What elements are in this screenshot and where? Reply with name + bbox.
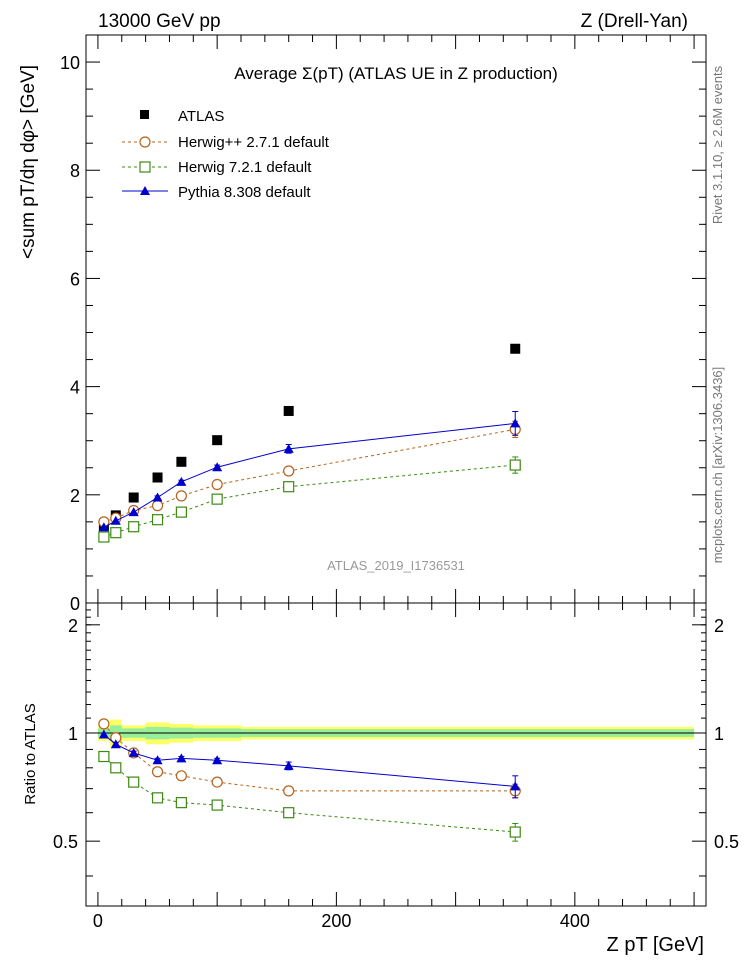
ratio-y-axis-label: Ratio to ATLAS xyxy=(22,703,39,804)
legend-label-herwigpp: Herwig++ 2.7.1 default xyxy=(178,134,330,151)
ratio-data-point xyxy=(283,760,294,770)
main-data-point xyxy=(98,522,109,532)
ratio-data-point xyxy=(128,776,140,788)
ratio-data-point xyxy=(212,755,223,765)
ratio-data-point xyxy=(211,776,223,788)
legend-marker-herwig7 xyxy=(139,161,151,173)
main-data-point xyxy=(212,435,223,446)
main-data-point xyxy=(110,515,121,525)
ratio-y-tick-label: 0.5 xyxy=(714,832,739,852)
main-data-point xyxy=(283,405,294,416)
main-data-point xyxy=(128,507,139,517)
main-data-point xyxy=(175,490,187,502)
ratio-data-point xyxy=(283,807,295,819)
main-data-point xyxy=(283,443,294,453)
ratio-data-point xyxy=(211,799,223,811)
ratio-y-tick-label: 1 xyxy=(714,724,724,744)
ratio-plot-frame xyxy=(85,602,707,907)
main-data-point xyxy=(152,472,163,483)
ratio-data-point xyxy=(110,762,122,774)
main-data-point xyxy=(128,521,140,533)
legend-label-pythia: Pythia 8.308 default xyxy=(178,184,311,201)
rivet-label: Rivet 3.1.10, ≥ 2.6M events xyxy=(710,65,725,224)
main-data-point xyxy=(283,465,295,477)
legend-label-herwig7: Herwig 7.2.1 default xyxy=(178,159,312,176)
ratio-data-point xyxy=(509,826,521,838)
ratio-series-1 xyxy=(98,750,521,842)
main-data-point xyxy=(152,492,163,502)
ratio-data-point xyxy=(176,753,187,763)
main-y-axis-label: <sum pT/dη dφ> [GeV] xyxy=(18,65,39,259)
main-data-point xyxy=(509,459,521,471)
main-data-point xyxy=(176,456,187,467)
ratio-data-point xyxy=(175,797,187,809)
ratio-y-tick-label: 0.5 xyxy=(53,832,78,852)
main-data-point xyxy=(176,476,187,486)
legend-label-atlas: ATLAS xyxy=(178,108,224,125)
main-data-point xyxy=(98,531,110,543)
main-data-point xyxy=(128,492,139,503)
header-right: Z (Drell-Yan) xyxy=(581,11,688,32)
ratio-uncertainty-bands xyxy=(97,719,695,748)
ratio-series-line xyxy=(103,723,516,792)
legend-marker-pythia xyxy=(140,186,150,195)
ratio-data-point xyxy=(283,785,295,797)
ratio-y-tick-label: 1 xyxy=(68,724,78,744)
main-data-point xyxy=(211,493,223,505)
main-data-point xyxy=(212,462,223,472)
legend-marker-herwigpp xyxy=(139,136,151,148)
main-data-point xyxy=(151,500,164,512)
main-data-point xyxy=(510,418,521,428)
ratio-data-point xyxy=(98,750,110,763)
main-y-tick-label: 0 xyxy=(70,594,80,614)
main-y-tick-label: 6 xyxy=(70,269,80,289)
main-data-point xyxy=(283,481,295,493)
ratio-series-0 xyxy=(98,718,521,799)
main-series-2 xyxy=(98,456,521,543)
main-series-3 xyxy=(98,411,521,532)
ratio-data-point xyxy=(510,781,521,791)
x-axis-label: Z pT [GeV] xyxy=(607,934,704,956)
main-data-point xyxy=(211,478,223,491)
main-y-tick-label: 2 xyxy=(70,486,80,506)
mcplots-label: mcplots.cern.ch [arXiv:1306.3436] xyxy=(710,367,725,564)
legend: ATLAS Herwig++ 2.7.1 default Herwig 7.2.… xyxy=(122,108,330,201)
main-y-tick-label: 4 xyxy=(70,378,80,398)
ratio-data-point xyxy=(110,739,121,749)
main-y-tick-label: 10 xyxy=(60,53,80,73)
ratio-series-2 xyxy=(98,729,521,799)
main-title: Average Σ(pT) (ATLAS UE in Z production) xyxy=(234,64,558,83)
x-tick-label: 200 xyxy=(321,911,351,931)
ratio-y-tick-label: 2 xyxy=(68,616,78,636)
main-series-line xyxy=(103,464,516,538)
ratio-data-point xyxy=(98,729,109,739)
analysis-id: ATLAS_2019_I1736531 xyxy=(327,558,465,573)
main-series-line xyxy=(103,422,516,528)
main-data-point xyxy=(110,527,122,539)
series-layer xyxy=(98,343,521,842)
ratio-data-point xyxy=(175,770,187,782)
main-data-point xyxy=(510,343,521,354)
ratio-data-point xyxy=(98,718,110,730)
main-y-tick-label: 8 xyxy=(70,161,80,181)
main-data-point xyxy=(151,514,164,526)
main-data-point xyxy=(175,506,187,518)
legend-marker-atlas xyxy=(140,110,149,119)
ratio-data-point xyxy=(151,792,164,804)
x-tick-label: 400 xyxy=(560,911,590,931)
ratio-data-point xyxy=(152,755,163,765)
header-left: 13000 GeV pp xyxy=(98,11,221,32)
ratio-y-tick-label: 2 xyxy=(714,616,724,636)
ratio-data-point xyxy=(128,747,139,757)
x-tick-label: 0 xyxy=(93,911,103,931)
ratio-data-point xyxy=(151,766,164,778)
main-series-line xyxy=(103,428,516,523)
